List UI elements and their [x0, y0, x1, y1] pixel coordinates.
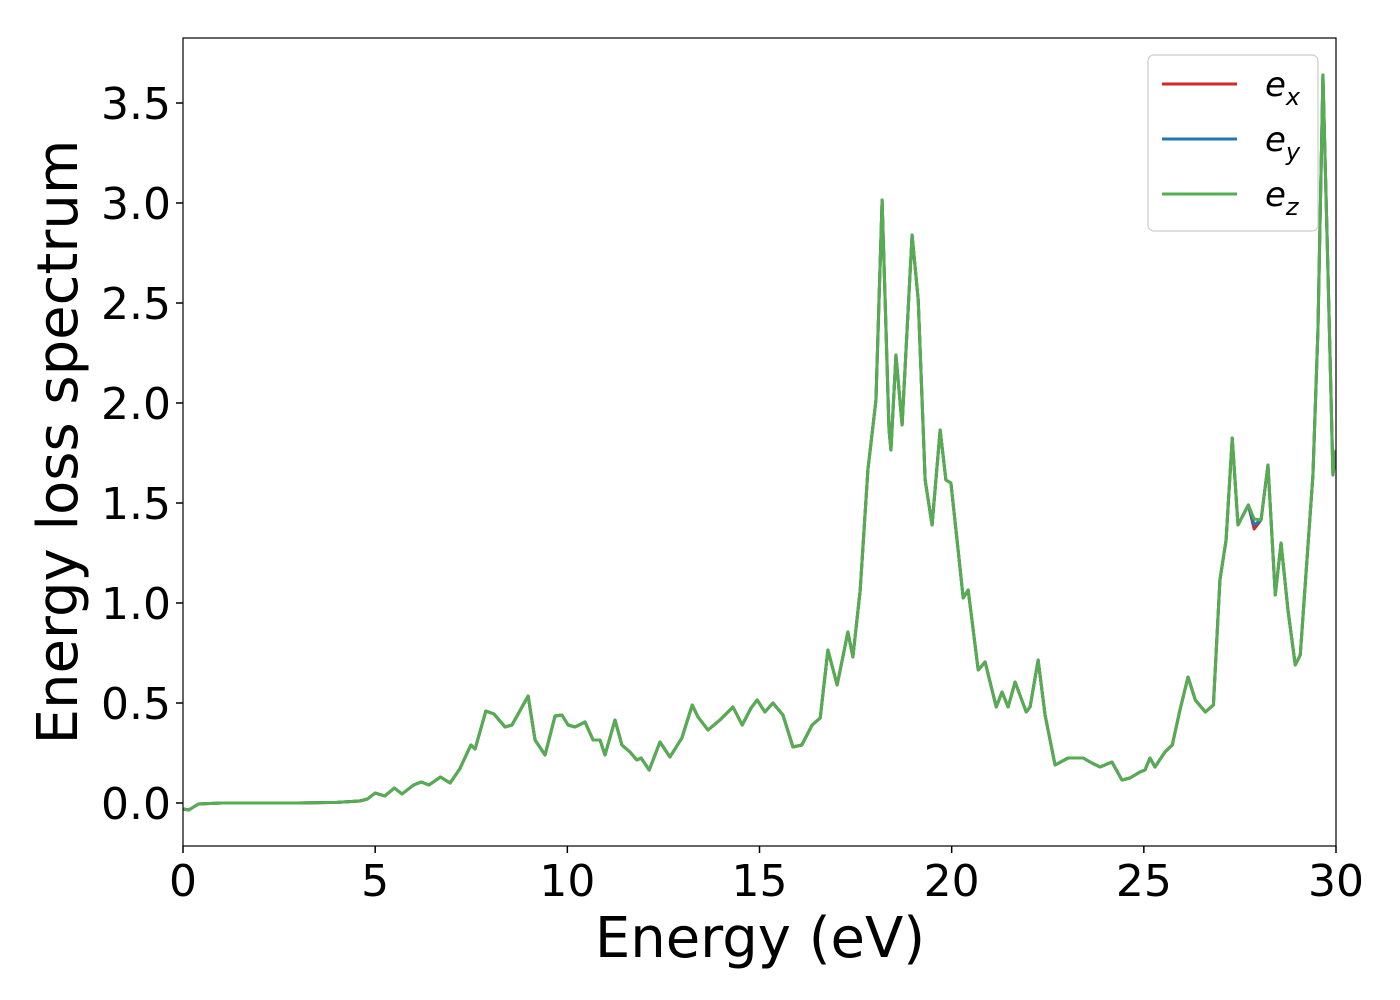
y-tick-label: 2.5 [101, 279, 171, 330]
y-tick-label: 1.0 [101, 579, 171, 630]
y-tick-label: 0.5 [101, 679, 171, 730]
x-tick-label: 5 [361, 856, 389, 907]
legend-box [1147, 54, 1319, 232]
y-tick-label: 3.0 [101, 179, 171, 230]
legend-label-sub: x [1285, 83, 1301, 111]
x-tick-label: 15 [732, 856, 788, 907]
y-tick-label: 1.5 [101, 479, 171, 530]
legend-label-base: e [1265, 120, 1286, 160]
x-tick-label: 30 [1308, 856, 1364, 907]
x-tick-label: 20 [924, 856, 980, 907]
legend-label-base: e [1265, 175, 1286, 215]
y-tick-label: 0.0 [101, 779, 171, 830]
series-line [183, 73, 1336, 812]
y-tick-label: 2.0 [101, 379, 171, 430]
legend-label: ez [1265, 175, 1300, 221]
y-axis-label: Energy loss spectrum [26, 140, 91, 745]
plot-frame [182, 37, 1337, 847]
x-tick-label: 25 [1116, 856, 1172, 907]
x-axis-label: Energy (eV) [595, 906, 925, 971]
legend-label: ey [1265, 120, 1301, 166]
legend-label: ex [1265, 65, 1301, 111]
legend-label-base: e [1265, 65, 1286, 105]
x-tick-label: 10 [539, 856, 595, 907]
legend-label-sub: y [1285, 138, 1301, 166]
x-tick-label: 0 [169, 856, 197, 907]
y-tick-label: 3.5 [101, 79, 171, 130]
legend-label-sub: z [1285, 193, 1300, 221]
